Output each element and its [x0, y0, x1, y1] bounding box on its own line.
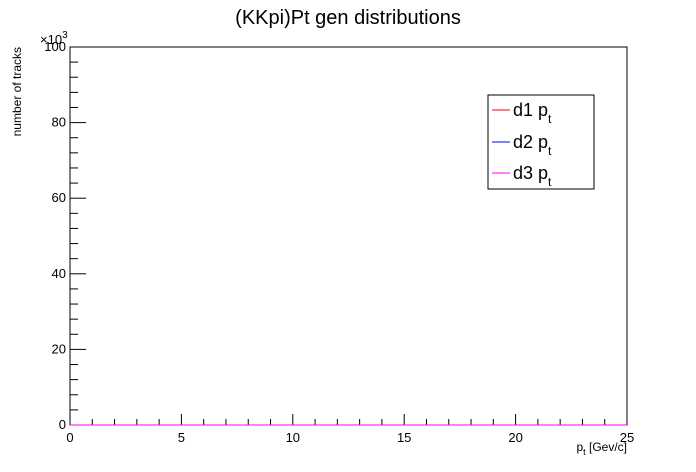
- y-tick-label: 60: [52, 190, 66, 205]
- x-tick-label: 15: [397, 430, 411, 445]
- legend-label-d1: d1 pt: [513, 100, 552, 126]
- x-tick-label: 25: [620, 430, 634, 445]
- y-tick-label: 100: [44, 39, 66, 54]
- y-tick-label: 0: [59, 417, 66, 432]
- x-axis-label: pt [Gev/c]: [576, 440, 627, 457]
- x-tick-label: 10: [286, 430, 300, 445]
- x-tick-label: 20: [508, 430, 522, 445]
- y-multiplier: ×103: [40, 30, 68, 47]
- y-tick-label: 20: [52, 341, 66, 356]
- x-tick-label: 5: [178, 430, 185, 445]
- x-tick-label: 0: [66, 430, 73, 445]
- legend: d1 pt d2 pt d3 pt: [487, 94, 595, 190]
- chart-title: (KKpi)Pt gen distributions: [235, 7, 461, 29]
- y-axis: 0 20 40 60 80 100: [44, 39, 86, 432]
- y-tick-label: 40: [52, 266, 66, 281]
- legend-label-d3: d3 pt: [513, 163, 552, 189]
- legend-entry-d3: d3 pt: [492, 163, 552, 189]
- legend-label-d2: d2 pt: [513, 132, 552, 158]
- legend-entry-d2: d2 pt: [492, 132, 552, 158]
- y-axis-label: number of tracks: [10, 47, 24, 136]
- x-axis: 0 5 10 15 20 25: [66, 414, 634, 445]
- y-tick-label: 80: [52, 115, 66, 130]
- legend-entry-d1: d1 pt: [492, 100, 552, 126]
